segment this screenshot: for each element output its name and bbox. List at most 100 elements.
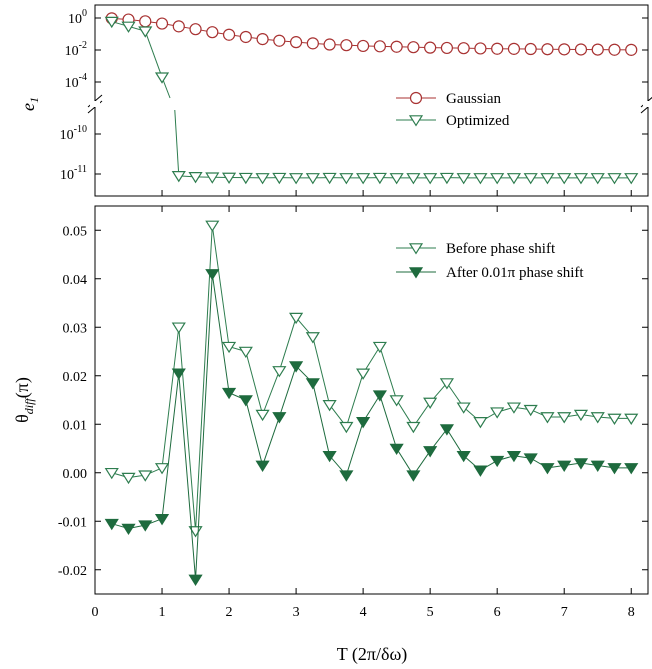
data-point	[557, 173, 572, 185]
data-point	[289, 312, 304, 325]
data-point	[389, 173, 404, 185]
data-point	[138, 26, 153, 38]
data-point	[591, 43, 604, 56]
data-point	[456, 450, 471, 463]
data-point	[154, 463, 170, 475]
x-tick-label: 6	[494, 605, 501, 620]
data-point	[624, 463, 639, 475]
data-point	[373, 40, 386, 53]
top-y-axis-label-main: e	[18, 103, 38, 111]
bottom-axis-ticks: 0.05 0.04 0.03 0.02 0.01 0.00 -0.01 -0.02 0 1 2 3 4 5…	[58, 206, 648, 620]
y-tick-label: 0.03	[63, 321, 88, 336]
legend-marker	[408, 115, 424, 127]
data-point	[607, 463, 622, 475]
data-point	[272, 172, 287, 185]
data-point	[456, 402, 471, 414]
legend-marker	[408, 267, 424, 279]
data-point	[205, 220, 220, 232]
data-point	[423, 173, 438, 185]
data-point	[104, 16, 119, 29]
data-point	[356, 417, 371, 429]
data-point	[221, 172, 237, 184]
data-point	[541, 43, 554, 56]
data-point	[506, 173, 522, 185]
y-tick-label: 0.00	[63, 467, 88, 482]
legend-marker	[408, 243, 424, 255]
data-point	[322, 450, 337, 463]
data-point	[339, 173, 354, 185]
tick-exponent: -11	[74, 164, 87, 175]
data-point	[322, 400, 337, 412]
data-point	[372, 390, 387, 402]
data-point	[171, 322, 186, 334]
tick-exponent: -10	[74, 124, 87, 135]
top-y-tick-label: 100	[68, 8, 87, 27]
data-point	[540, 463, 555, 475]
data-point	[507, 42, 521, 55]
data-point	[439, 172, 454, 185]
top-y-tick-label: 10-4	[65, 72, 87, 91]
data-point	[189, 23, 202, 36]
data-point	[573, 409, 589, 422]
right-axis-break-gap	[643, 101, 652, 107]
data-point	[423, 397, 438, 409]
data-point	[205, 172, 220, 184]
data-point	[524, 42, 537, 56]
data-point	[221, 341, 237, 354]
tick-base: 10	[68, 12, 82, 27]
legend-label: Optimized	[446, 113, 510, 129]
bottom-y-axis-label-unit: (π)	[12, 377, 33, 398]
data-point	[104, 467, 119, 480]
data-point	[574, 43, 588, 56]
x-tick-label: 3	[293, 605, 300, 620]
data-point	[205, 269, 220, 281]
data-point	[272, 412, 287, 424]
data-point	[255, 173, 270, 185]
data-point	[305, 173, 320, 185]
tick-exponent: -4	[79, 72, 87, 83]
data-point	[590, 173, 605, 185]
tick-base: 10	[65, 76, 79, 91]
y-tick-label: 0.05	[63, 224, 88, 239]
data-point	[557, 412, 572, 424]
series-before-phase-shift	[104, 220, 639, 538]
data-point	[138, 520, 153, 532]
bottom-legend: Before phase shift After 0.01π phase shif…	[396, 241, 584, 281]
bottom-y-axis-label: θdiff(π)	[12, 377, 36, 423]
x-axis-label: T (2π/δω)	[337, 644, 408, 665]
data-point	[289, 173, 304, 185]
data-point	[238, 395, 253, 407]
data-point	[389, 395, 404, 407]
bottom-panel: 0.05 0.04 0.03 0.02 0.01 0.00 -0.01 -0.02 0 1 2 3 4 5…	[12, 205, 649, 665]
data-point	[255, 460, 270, 473]
series-line	[111, 273, 632, 580]
data-point	[255, 409, 270, 422]
data-point	[624, 413, 639, 425]
data-point	[540, 173, 555, 185]
data-point	[440, 41, 454, 55]
data-point	[272, 366, 287, 378]
data-point	[239, 30, 252, 44]
data-point	[322, 172, 337, 185]
top-y-tick-label: 10-11	[60, 164, 87, 183]
x-tick-label: 1	[159, 605, 166, 620]
data-point	[506, 402, 522, 414]
data-point	[172, 20, 185, 33]
data-point	[424, 41, 437, 54]
bottom-plot-frame	[94, 205, 649, 595]
tick-base: 10	[60, 168, 74, 183]
data-point	[222, 28, 236, 41]
legend-label: Before phase shift	[446, 241, 556, 257]
data-point	[372, 172, 387, 185]
series-after-phase-shift	[104, 269, 639, 586]
data-point	[171, 368, 186, 380]
data-point	[590, 412, 605, 424]
tick-exponent: 0	[82, 8, 87, 19]
data-point	[339, 470, 354, 482]
data-point	[439, 378, 454, 390]
data-point	[490, 173, 505, 185]
tick-exponent: -2	[79, 40, 87, 51]
